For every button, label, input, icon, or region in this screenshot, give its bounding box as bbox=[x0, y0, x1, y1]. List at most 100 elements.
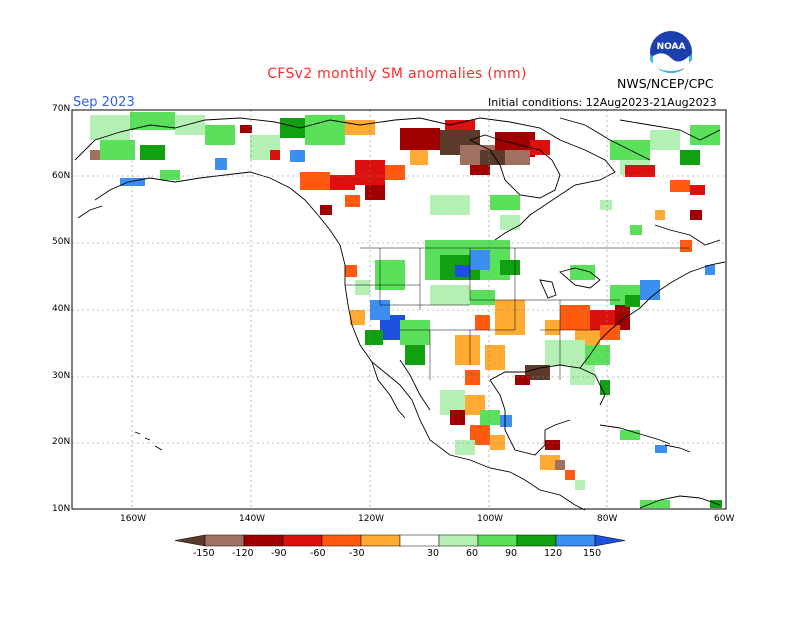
anomaly-cell bbox=[300, 172, 330, 190]
state-borders bbox=[345, 247, 690, 380]
anomaly-cell bbox=[625, 165, 655, 177]
anomaly-cell bbox=[175, 115, 205, 135]
anomaly-cell bbox=[375, 260, 405, 290]
anomaly-cell bbox=[630, 225, 642, 235]
colorbar-swatch bbox=[477, 534, 518, 547]
anomaly-cell bbox=[290, 150, 305, 162]
anomaly-cell bbox=[705, 265, 715, 275]
anomaly-cell bbox=[430, 285, 470, 305]
anomaly-cell bbox=[545, 440, 560, 450]
lat-label-40: 40N bbox=[52, 304, 71, 314]
colorbar-swatch bbox=[282, 534, 323, 547]
colorbar-label: -120 bbox=[232, 548, 254, 559]
anomaly-cell bbox=[90, 150, 100, 160]
anomaly-cell bbox=[560, 305, 590, 330]
anomaly-cell bbox=[555, 460, 565, 470]
anomaly-cell bbox=[485, 345, 505, 370]
colorbar-label: 60 bbox=[466, 548, 479, 559]
anomaly-cell bbox=[130, 112, 175, 130]
colorbar-label: -60 bbox=[310, 548, 326, 559]
lat-label-50: 50N bbox=[52, 237, 71, 247]
anomaly-cell bbox=[455, 265, 470, 277]
anomaly-cell bbox=[570, 365, 595, 385]
anomaly-cell bbox=[620, 430, 640, 440]
anomaly-cell bbox=[475, 315, 490, 330]
anomaly-cell bbox=[530, 140, 550, 155]
anomaly-cell bbox=[615, 305, 630, 330]
lat-label-10: 10N bbox=[52, 504, 71, 514]
anomaly-patches bbox=[90, 112, 722, 508]
anomaly-cell bbox=[405, 345, 425, 365]
colorbar bbox=[174, 534, 626, 547]
anomaly-cell bbox=[345, 195, 360, 207]
anomaly-cell bbox=[215, 158, 227, 170]
colorbar-arrow-low bbox=[174, 534, 206, 547]
chart-title: CFSv2 monthly SM anomalies (mm) bbox=[267, 66, 527, 82]
anomaly-cell bbox=[545, 320, 560, 335]
colorbar-label: 30 bbox=[427, 548, 440, 559]
anomaly-cell bbox=[690, 185, 705, 195]
valid-month: Sep 2023 bbox=[73, 95, 135, 110]
colorbar-swatch bbox=[243, 534, 284, 547]
anomaly-cell bbox=[365, 185, 385, 200]
anomaly-cell bbox=[470, 165, 490, 175]
anomaly-cell bbox=[385, 165, 405, 180]
anomaly-cell bbox=[160, 170, 180, 180]
anomaly-cell bbox=[525, 365, 550, 380]
anomaly-cell bbox=[470, 290, 495, 305]
anomaly-cell bbox=[495, 300, 525, 335]
noaa-logo: NOAA bbox=[650, 31, 692, 74]
colorbar-arrow-high bbox=[594, 534, 626, 547]
anomaly-cell bbox=[330, 175, 355, 190]
anomaly-cell bbox=[515, 375, 530, 385]
anomaly-cell bbox=[400, 128, 440, 150]
lat-label-70: 70N bbox=[52, 104, 71, 114]
lon-label-80w: 80W bbox=[597, 514, 618, 524]
anomaly-cell bbox=[100, 140, 135, 160]
anomaly-cell bbox=[690, 125, 720, 145]
lat-label-60: 60N bbox=[52, 171, 71, 181]
colorbar-swatch bbox=[360, 534, 401, 547]
noaa-logo-text: NOAA bbox=[657, 42, 686, 52]
anomaly-cell bbox=[240, 125, 252, 133]
anomaly-cell bbox=[430, 195, 470, 215]
initial-conditions: Initial conditions: 12Aug2023-21Aug2023 bbox=[488, 96, 717, 109]
anomaly-cell bbox=[680, 150, 700, 165]
anomaly-cell bbox=[600, 200, 612, 210]
anomaly-cell bbox=[600, 325, 620, 340]
anomaly-cell bbox=[505, 150, 530, 165]
anomaly-cell bbox=[355, 280, 370, 295]
anomaly-cell bbox=[625, 295, 640, 307]
map-frame bbox=[71, 109, 727, 510]
lon-label-100w: 100W bbox=[477, 514, 504, 524]
anomaly-cell bbox=[455, 335, 480, 365]
colorbar-swatch bbox=[321, 534, 362, 547]
anomaly-cell bbox=[450, 410, 465, 425]
anomaly-cell bbox=[500, 215, 520, 230]
gridlines bbox=[72, 110, 726, 509]
anomaly-cell bbox=[575, 480, 585, 490]
anomaly-cell bbox=[465, 370, 480, 385]
anomaly-cell bbox=[455, 440, 475, 455]
lat-label-20: 20N bbox=[52, 437, 71, 447]
anomaly-cell bbox=[280, 118, 305, 138]
anomaly-cell bbox=[490, 195, 520, 210]
anomaly-cell bbox=[490, 435, 505, 450]
anomaly-cell bbox=[680, 240, 692, 252]
anomaly-cell bbox=[205, 125, 235, 145]
anomaly-cell bbox=[480, 410, 500, 425]
anomaly-cell bbox=[545, 340, 585, 365]
agency-label: NWS/NCEP/CPC bbox=[617, 76, 714, 91]
anomaly-cell bbox=[500, 260, 520, 275]
anomaly-cell bbox=[140, 145, 165, 160]
anomaly-cell bbox=[565, 470, 575, 480]
anomaly-cell bbox=[270, 150, 280, 160]
anomaly-cell bbox=[90, 115, 130, 140]
anomaly-cell bbox=[600, 380, 610, 395]
anomaly-cell bbox=[655, 210, 665, 220]
colorbar-swatch bbox=[516, 534, 557, 547]
anomaly-cell bbox=[410, 150, 428, 165]
anomaly-cell bbox=[120, 178, 145, 186]
anomaly-cell bbox=[640, 280, 660, 300]
